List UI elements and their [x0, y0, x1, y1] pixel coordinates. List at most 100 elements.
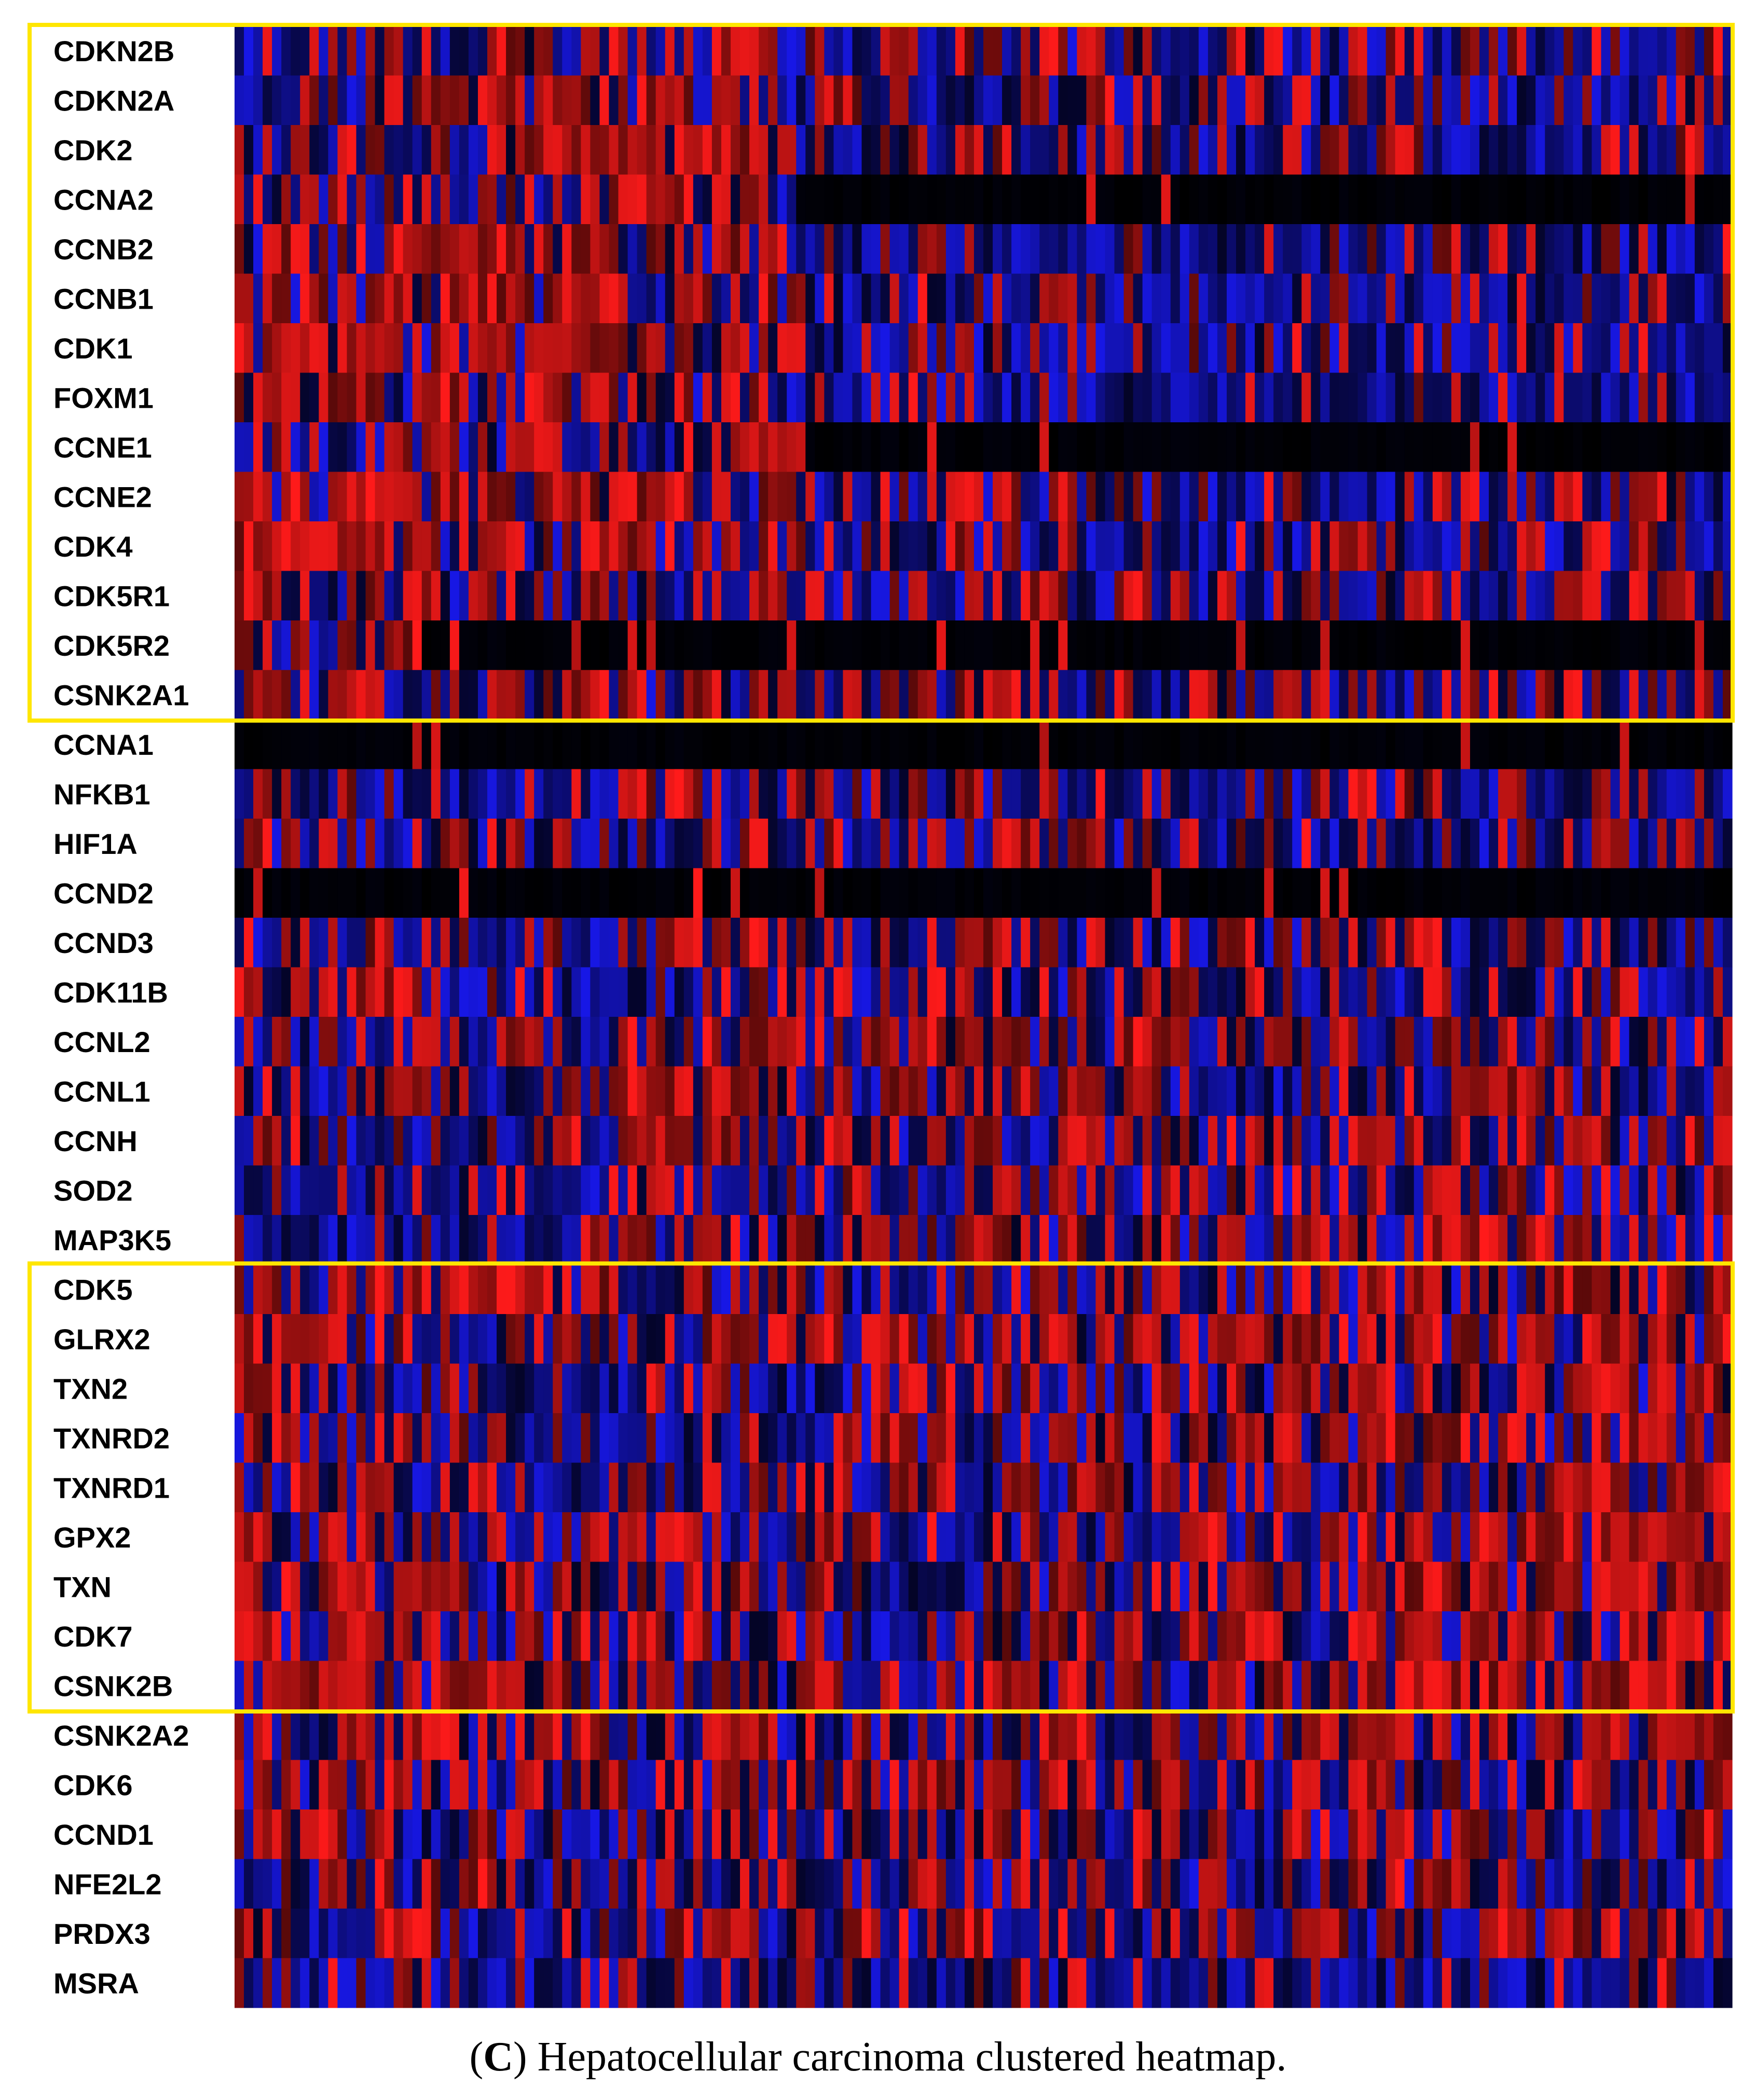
heatmap-cell [1021, 1512, 1031, 1563]
heatmap-cell [1245, 1264, 1255, 1315]
heatmap-cell [525, 620, 534, 671]
heatmap-cell [497, 670, 506, 720]
heatmap-cell [1236, 521, 1246, 572]
heatmap-cell [515, 125, 525, 175]
heatmap-cell [1404, 571, 1415, 621]
heatmap-cell [1301, 918, 1311, 968]
heatmap-cell [889, 372, 900, 423]
heatmap-cell [833, 769, 844, 819]
heatmap-cell [347, 1462, 357, 1513]
heatmap-cell [393, 769, 404, 819]
heatmap-cell [309, 1462, 319, 1513]
heatmap-cell [412, 918, 422, 968]
heatmap-cell [973, 967, 984, 1017]
heatmap-cell [403, 1562, 413, 1612]
heatmap-cell [543, 1165, 553, 1215]
heatmap-cell [609, 1363, 619, 1414]
heatmap-cell [1666, 323, 1677, 374]
heatmap-cell [1292, 224, 1302, 274]
heatmap-cell [1142, 521, 1153, 572]
heatmap-cell [1694, 323, 1705, 374]
heatmap-cell [1151, 1363, 1162, 1414]
heatmap-cell [1086, 521, 1096, 572]
heatmap-cell [1348, 819, 1359, 869]
heatmap-cell [1722, 1215, 1733, 1265]
heatmap-cell [1301, 1413, 1311, 1463]
heatmap-cell [674, 1264, 684, 1315]
heatmap-cell [235, 1562, 244, 1612]
heatmap-cell [581, 472, 591, 522]
heatmap-cell [1095, 323, 1106, 374]
heatmap-cell [1208, 125, 1218, 175]
heatmap-cell [1414, 422, 1424, 473]
heatmap-cell [525, 1413, 534, 1463]
heatmap-cell [534, 1363, 544, 1414]
heatmap-cell [646, 1017, 656, 1067]
heatmap-cell [291, 1413, 300, 1463]
heatmap-cell [1610, 1215, 1621, 1265]
heatmap-cell [1301, 422, 1311, 473]
heatmap-cell [553, 1116, 563, 1166]
heatmap-cell [459, 224, 469, 274]
heatmap-cell [1273, 620, 1283, 671]
heatmap-cell [1049, 1165, 1059, 1215]
heatmap-cell [880, 1462, 890, 1513]
heatmap-cell [590, 1314, 600, 1364]
heatmap-cell [1030, 472, 1040, 522]
heatmap-cell [1722, 720, 1733, 770]
heatmap-cell [375, 26, 385, 76]
heatmap-cell [1666, 26, 1677, 76]
heatmap-cell [1255, 26, 1265, 76]
heatmap-cell [1123, 472, 1134, 522]
heatmap-cell [253, 967, 263, 1017]
heatmap-cell [1657, 472, 1667, 522]
heatmap-cell [908, 1512, 918, 1563]
heatmap-cell [543, 620, 553, 671]
heatmap-cell [272, 918, 282, 968]
heatmap-cell [1198, 1314, 1209, 1364]
heatmap-cell [1722, 422, 1733, 473]
heatmap-cell [871, 1116, 881, 1166]
heatmap-cell [1479, 1363, 1489, 1414]
heatmap-cell [1442, 769, 1452, 819]
heatmap-cell [1357, 422, 1368, 473]
heatmap-cell [711, 174, 722, 225]
heatmap-cell [693, 1462, 703, 1513]
heatmap-cell [1404, 1116, 1415, 1166]
heatmap-cell [477, 1562, 488, 1612]
heatmap-cell [1367, 819, 1377, 869]
heatmap-cell [1414, 1215, 1424, 1265]
heatmap-cell [1002, 1066, 1012, 1116]
heatmap-cell [440, 422, 450, 473]
heatmap-cell [1676, 75, 1686, 126]
heatmap-cell [244, 918, 254, 968]
heatmap-cell [1423, 670, 1433, 720]
heatmap-cell [1189, 521, 1199, 572]
heatmap-cell [1535, 1512, 1545, 1563]
heatmap-cell [861, 1165, 872, 1215]
heatmap-cell [1498, 323, 1508, 374]
heatmap-cell [1011, 472, 1021, 522]
heatmap-cell [1133, 1066, 1143, 1116]
heatmap-cell [309, 422, 319, 473]
heatmap-cell [244, 819, 254, 869]
heatmap-cell [861, 125, 872, 175]
heatmap-cell [328, 1562, 338, 1612]
heatmap-cell [1011, 1363, 1021, 1414]
heatmap-cell [609, 769, 619, 819]
heatmap-cell [787, 174, 797, 225]
heatmap-cell [1704, 1017, 1714, 1067]
heatmap-cell [1685, 26, 1695, 76]
heatmap-cell [263, 1562, 272, 1612]
heatmap-cell [627, 1512, 638, 1563]
heatmap-cell [917, 720, 928, 770]
heatmap-cell [562, 1413, 572, 1463]
heatmap-cell [749, 224, 759, 274]
heatmap-cell [889, 1215, 900, 1265]
heatmap-cell [1320, 422, 1330, 473]
heatmap-cell [1517, 1066, 1527, 1116]
heatmap-cell [1170, 1363, 1181, 1414]
heatmap-cell [1713, 273, 1723, 324]
heatmap-cell [1273, 1314, 1283, 1364]
heatmap-cell [1423, 571, 1433, 621]
